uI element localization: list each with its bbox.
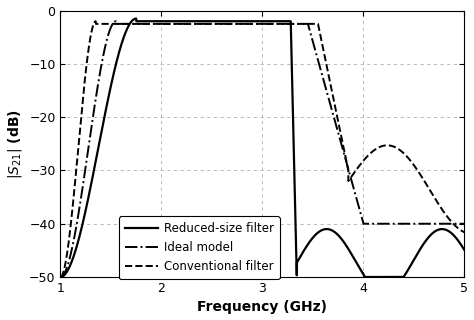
Y-axis label: $|S_{21}|$ (dB): $|S_{21}|$ (dB) (6, 109, 24, 179)
Reduced-size filter (228, 19, 233, 23)
Ideal model (250, 22, 255, 26)
Reduced-size filter (429, 232, 435, 236)
Reduced-size filter (351, 257, 357, 260)
Conventional filter (93, 19, 99, 23)
Conventional filter (449, 220, 455, 224)
Conventional filter (250, 22, 255, 26)
Ideal model (113, 19, 119, 23)
Line: Conventional filter: Conventional filter (61, 21, 465, 277)
Conventional filter (58, 275, 64, 279)
Reduced-size filter (462, 248, 467, 252)
Line: Ideal model: Ideal model (61, 21, 465, 277)
Conventional filter (351, 171, 357, 175)
Reduced-size filter (58, 275, 64, 279)
X-axis label: Frequency (GHz): Frequency (GHz) (198, 300, 328, 315)
Ideal model (429, 222, 435, 226)
Conventional filter (429, 192, 435, 196)
Reduced-size filter (250, 19, 255, 23)
Conventional filter (231, 22, 237, 26)
Ideal model (228, 22, 233, 26)
Reduced-size filter (449, 232, 455, 236)
Ideal model (231, 22, 237, 26)
Ideal model (449, 222, 455, 226)
Ideal model (351, 188, 357, 192)
Ideal model (462, 222, 467, 226)
Legend: Reduced-size filter, Ideal model, Conventional filter: Reduced-size filter, Ideal model, Conven… (119, 216, 280, 279)
Ideal model (58, 275, 64, 279)
Conventional filter (228, 22, 233, 26)
Conventional filter (462, 230, 467, 234)
Line: Reduced-size filter: Reduced-size filter (61, 19, 465, 277)
Reduced-size filter (133, 17, 139, 20)
Reduced-size filter (231, 19, 237, 23)
